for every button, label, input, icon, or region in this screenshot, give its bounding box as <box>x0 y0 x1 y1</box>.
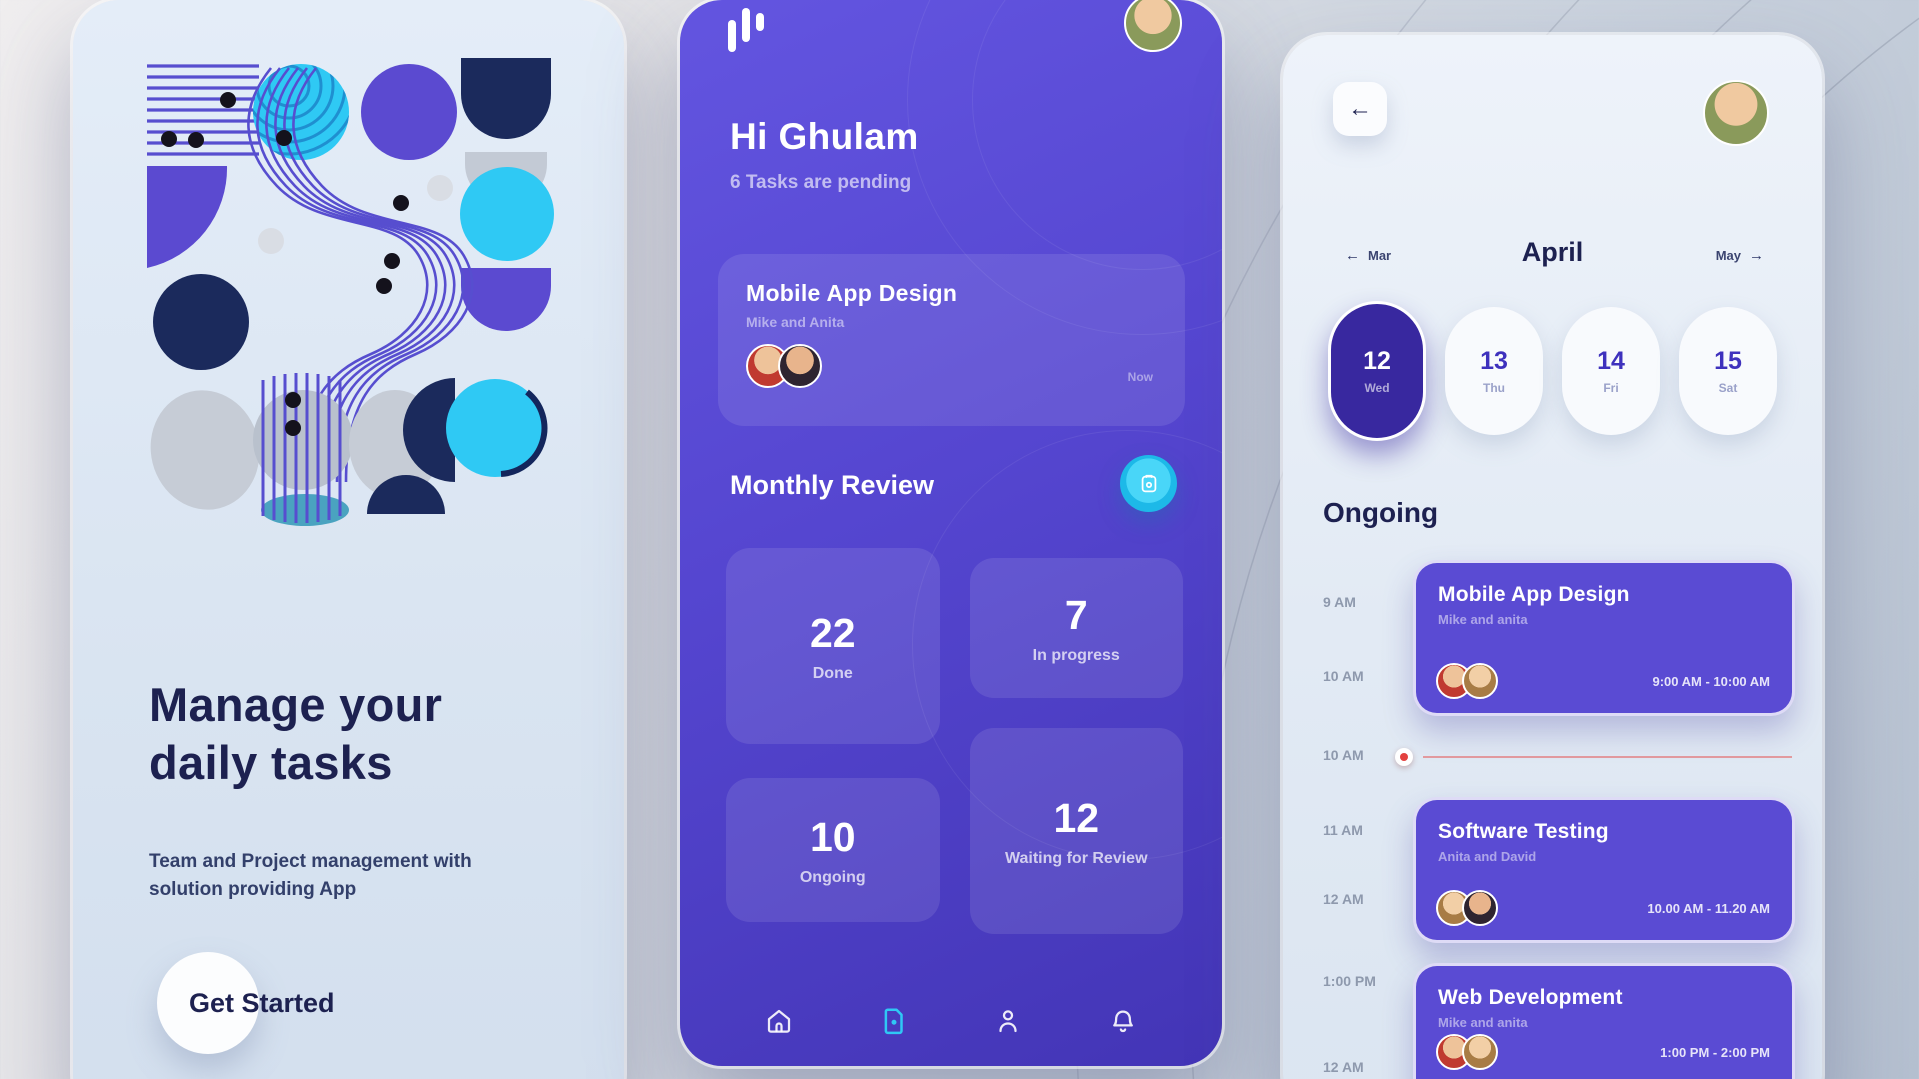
next-month-button[interactable]: May → <box>1716 247 1764 264</box>
stat-value: 7 <box>1064 591 1088 638</box>
task-title: Software Testing <box>1438 820 1609 843</box>
back-arrow-icon: ← <box>1348 95 1372 122</box>
stat-value: 22 <box>809 609 856 656</box>
get-started-circle <box>157 952 259 1054</box>
task-time: 10.00 AM - 11.20 AM <box>1647 900 1770 916</box>
onboarding-title: Manage your daily tasks <box>149 676 442 793</box>
stat-label: Ongoing <box>799 868 866 886</box>
next-month-label: May <box>1715 248 1741 263</box>
now-badge: Now <box>1127 370 1153 384</box>
task-card-web-development[interactable]: Web Development Mike and anita 1:00 PM -… <box>1413 963 1795 1079</box>
day-pill-12-wed[interactable]: 12 Wed <box>1328 301 1426 441</box>
current-time-indicator <box>1395 748 1792 766</box>
current-time-line <box>1423 756 1792 758</box>
profile-avatar[interactable] <box>1124 0 1182 52</box>
dashboard-screen: Hi Ghulam 6 Tasks are pending Mobile App… <box>680 0 1222 1066</box>
day-pill-13-thu[interactable]: 13 Thu <box>1445 307 1543 435</box>
day-name: Wed <box>1364 381 1390 395</box>
task-people: Anita and David <box>1438 849 1537 864</box>
day-date: 12 <box>1363 347 1391 375</box>
get-started-label: Get Started <box>189 988 335 1018</box>
avatar <box>1462 663 1498 699</box>
back-button[interactable]: ← <box>1333 82 1387 136</box>
time-label: 12 AM <box>1323 891 1364 907</box>
abstract-geometric-artwork <box>147 58 554 526</box>
day-picker: 12 Wed 13 Thu 14 Fri 15 Sat <box>1328 301 1777 441</box>
app-logo-bars-icon <box>728 8 764 52</box>
task-avatars <box>1436 663 1498 699</box>
stat-label: Done <box>812 664 853 682</box>
clipboard-icon <box>1141 474 1156 492</box>
home-icon[interactable] <box>764 1006 794 1036</box>
avatar <box>1462 1034 1498 1070</box>
task-card-software-testing[interactable]: Software Testing Anita and David 10.00 A… <box>1413 797 1795 943</box>
time-label: 11 AM <box>1323 822 1363 838</box>
arrow-left-icon: ← <box>1345 247 1360 264</box>
clipboard-button[interactable] <box>1120 455 1177 512</box>
prev-month-label: Mar <box>1368 248 1392 263</box>
time-label: 10 AM <box>1323 747 1364 763</box>
stat-card-waiting-review[interactable]: 12 Waiting for Review <box>969 728 1183 934</box>
featured-task-people: Mike and Anita <box>746 314 845 330</box>
task-avatars <box>1436 890 1498 926</box>
task-time: 1:00 PM - 2:00 PM <box>1660 1044 1770 1060</box>
day-date: 13 <box>1480 347 1508 375</box>
onboarding-subtitle: Team and Project management with solutio… <box>149 851 472 900</box>
task-title: Mobile App Design <box>1438 583 1630 606</box>
schedule-screen: ← ← Mar April May → 12 Wed 13 Thu 14 Fri… <box>1283 35 1822 1079</box>
stats-grid: 22 Done 10 Ongoing 7 In progress 12 Wait… <box>726 548 1183 934</box>
get-started-button[interactable]: Get Started <box>157 952 547 1062</box>
day-name: Sat <box>1718 381 1738 395</box>
task-people: Mike and anita <box>1438 612 1528 627</box>
featured-task-title: Mobile App Design <box>746 280 958 306</box>
day-pill-14-fri[interactable]: 14 Fri <box>1562 307 1660 435</box>
stat-label: In progress <box>1032 646 1120 664</box>
timeline: 9 AM 10 AM 10 AM 11 AM 12 AM 1:00 PM 12 … <box>1283 560 1822 1079</box>
current-time-dot <box>1395 748 1413 766</box>
stat-label: Waiting for Review <box>1004 849 1148 867</box>
day-name: Thu <box>1483 381 1505 395</box>
stat-value: 12 <box>1053 794 1100 841</box>
task-time: 9:00 AM - 10:00 AM <box>1652 673 1770 689</box>
monthly-review-title: Monthly Review <box>730 470 935 500</box>
stat-card-done[interactable]: 22 Done <box>726 548 940 744</box>
arrow-right-icon: → <box>1749 247 1764 264</box>
avatar <box>1462 890 1498 926</box>
stat-card-in-progress[interactable]: 7 In progress <box>969 558 1183 698</box>
day-date: 14 <box>1597 347 1625 375</box>
greeting-text: Hi Ghulam <box>730 116 919 157</box>
tasks-icon[interactable] <box>879 1006 909 1036</box>
day-pill-15-sat[interactable]: 15 Sat <box>1679 307 1777 435</box>
notifications-icon[interactable] <box>1108 1006 1138 1036</box>
task-title: Web Development <box>1438 986 1623 1009</box>
task-avatars <box>1436 1034 1498 1070</box>
day-date: 15 <box>1714 347 1742 375</box>
task-people: Mike and anita <box>1438 1015 1528 1030</box>
bottom-nav <box>680 1006 1222 1036</box>
time-label: 10 AM <box>1323 668 1364 684</box>
current-month-label: April <box>1521 237 1584 267</box>
time-label: 12 AM <box>1323 1059 1364 1075</box>
onboarding-screen: Manage your daily tasks Team and Project… <box>73 0 624 1079</box>
month-navigation: ← Mar April May → <box>1283 235 1822 279</box>
time-label: 9 AM <box>1323 594 1356 610</box>
ongoing-section-title: Ongoing <box>1323 497 1439 528</box>
stat-value: 10 <box>809 813 856 860</box>
time-label: 1:00 PM <box>1323 973 1376 989</box>
day-name: Fri <box>1603 381 1619 395</box>
featured-task-card[interactable]: Mobile App Design Mike and Anita Now <box>718 254 1185 426</box>
avatar <box>778 344 822 388</box>
stat-card-ongoing[interactable]: 10 Ongoing <box>726 778 940 922</box>
pending-tasks-text: 6 Tasks are pending <box>730 172 912 193</box>
prev-month-button[interactable]: ← Mar <box>1345 247 1391 264</box>
featured-task-avatars <box>746 344 1157 388</box>
profile-avatar[interactable] <box>1703 80 1769 146</box>
profile-icon[interactable] <box>993 1006 1023 1036</box>
onboarding-title-line1: Manage your <box>149 678 443 731</box>
onboarding-title-line2: daily tasks <box>149 736 393 790</box>
task-card-mobile-app-design[interactable]: Mobile App Design Mike and anita 9:00 AM… <box>1413 560 1795 716</box>
